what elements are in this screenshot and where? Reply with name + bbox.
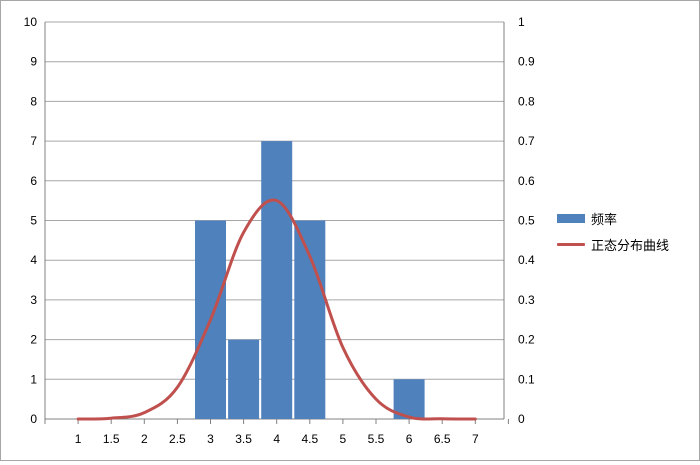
y-right-tick-label: 0.2	[518, 333, 535, 347]
x-tick-label: 2	[141, 432, 148, 446]
x-tick-label: 5	[340, 432, 347, 446]
y-right-tick-label: 0	[518, 412, 525, 426]
x-tick-label: 4.5	[301, 432, 318, 446]
y-left-tick-label: 2	[30, 333, 37, 347]
x-tick-label: 7	[472, 432, 479, 446]
y-right-tick-label: 0.5	[518, 214, 535, 228]
x-tick-label: 3	[207, 432, 214, 446]
bar	[261, 141, 293, 419]
y-left-tick-label: 3	[30, 293, 37, 307]
y-left-tick-label: 8	[30, 94, 37, 108]
x-tick-label: 1	[75, 432, 82, 446]
y-right-tick-label: 0.8	[518, 94, 535, 108]
x-tick-label: 2.5	[169, 432, 186, 446]
normal-curve-line	[76, 198, 477, 421]
x-tick-label: 6.5	[434, 432, 451, 446]
y-right-tick-label: 0.7	[518, 134, 535, 148]
y-left-tick-label: 6	[30, 174, 37, 188]
x-tick-label: 1.5	[103, 432, 120, 446]
y-right-tick-label: 1	[518, 15, 525, 29]
x-tick-label: 5.5	[368, 432, 385, 446]
bar	[228, 339, 260, 419]
legend-item-bars: 频率	[557, 205, 669, 231]
y-right-tick-label: 0.4	[518, 253, 535, 267]
y-right-tick-label: 0.3	[518, 293, 535, 307]
legend-label-curve: 正态分布曲线	[591, 238, 670, 254]
legend-swatch-bars	[557, 213, 585, 223]
x-tick-label: 4	[273, 432, 280, 446]
x-tick-label: 6	[406, 432, 413, 446]
y-left-tick-label: 0	[30, 412, 37, 426]
y-left-tick-label: 5	[30, 214, 37, 228]
x-tick-label: 3.5	[235, 432, 252, 446]
y-left-tick-label: 1	[30, 372, 37, 386]
legend-item-curve: 正态分布曲线	[557, 231, 669, 257]
y-left-tick-label: 7	[30, 134, 37, 148]
legend: 频率 正态分布曲线	[557, 205, 669, 257]
y-right-tick-label: 0.6	[518, 174, 535, 188]
y-left-tick-label: 4	[30, 253, 37, 267]
y-left-tick-label: 9	[30, 55, 37, 69]
y-right-tick-label: 0.9	[518, 55, 535, 69]
y-right-tick-label: 0.1	[518, 372, 535, 386]
legend-label-bars: 频率	[591, 212, 618, 228]
legend-swatch-curve	[557, 242, 585, 246]
bar	[294, 220, 326, 419]
y-left-tick-label: 10	[24, 15, 38, 29]
